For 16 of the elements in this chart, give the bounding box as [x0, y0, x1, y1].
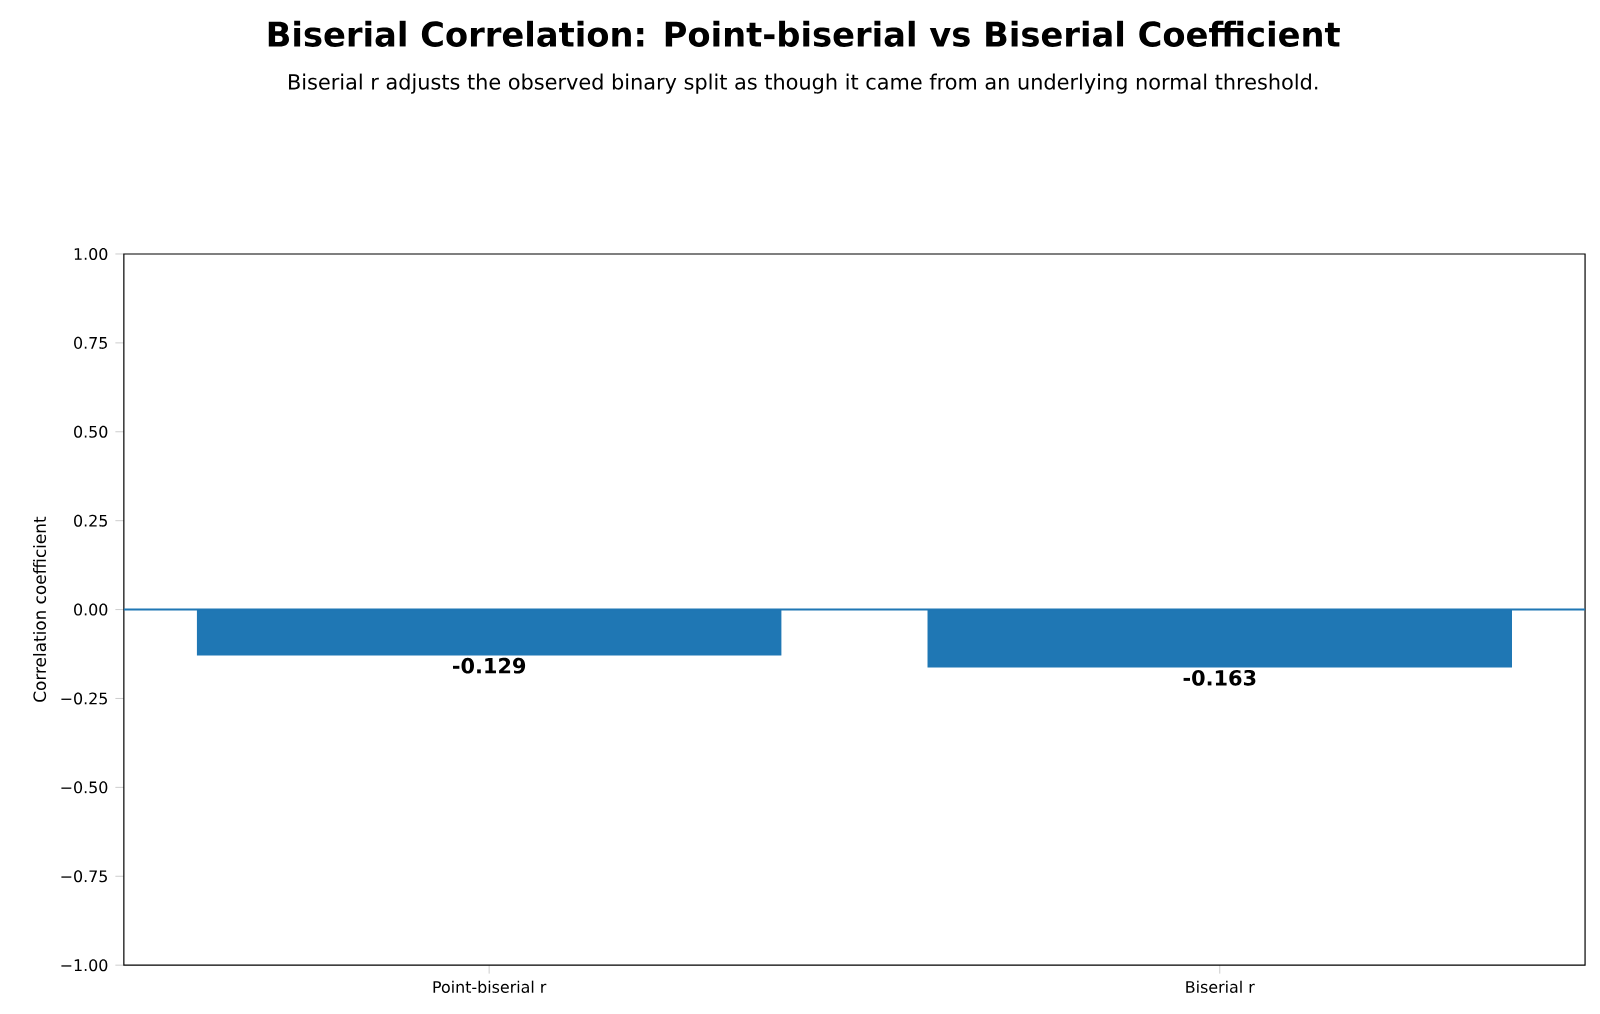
data-label: -0.129: [452, 657, 526, 674]
y-tick-label: −0.25: [61, 692, 107, 705]
y-axis-title: Correlation coefficient: [33, 516, 47, 702]
y-tick-label: 0.00: [74, 603, 108, 616]
y-tick-label: −0.50: [61, 781, 108, 794]
y-tick-label: 1.00: [74, 247, 108, 260]
chart-title: Biserial Correlation: Point-biserial vs Biserial Coefficient: [268, 20, 1340, 47]
x-tick-label: Biserial r: [1186, 980, 1255, 993]
x-tick-label: Point-biserial r: [433, 980, 547, 993]
y-tick-label: 0.25: [74, 514, 107, 527]
y-tick-label: −0.75: [61, 870, 107, 883]
y-tick-label: 0.50: [74, 425, 108, 438]
data-label: -0.163: [1183, 669, 1256, 686]
chart-subtitle: Biserial r adjusts the observed binary split as though it came from an underlying normal threshold.: [289, 73, 1318, 94]
y-tick-label: −1.00: [61, 959, 108, 972]
y-tick-label: 0.75: [74, 336, 107, 349]
